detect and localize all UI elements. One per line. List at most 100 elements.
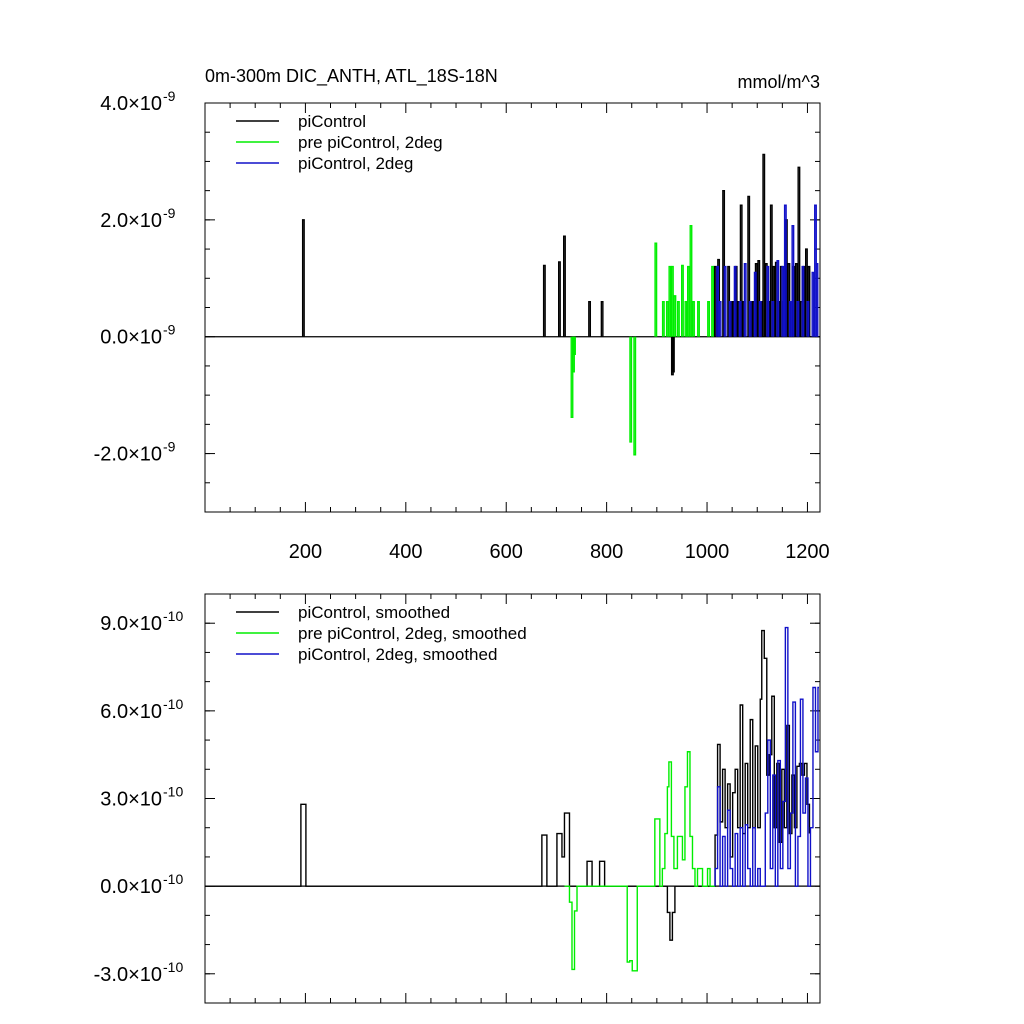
spike [671,336,675,373]
series-picontrol-smoothed [205,629,811,941]
series-line [205,629,811,941]
legend-label: piControl, 2deg [298,154,413,173]
spike [654,242,658,337]
spike [563,235,566,337]
series-pre-picontrol-2deg-smoothed [564,751,716,972]
legend-entry-picontrol: piControl [236,112,366,131]
spike [771,300,775,337]
spike [796,300,800,337]
spike [588,300,592,337]
spike [661,300,665,337]
spike [776,260,780,337]
y-tick-label-exponent: -10 [163,784,183,800]
spike [570,336,574,419]
spike [733,265,737,337]
spike [762,153,766,337]
spike [670,265,674,337]
y-tick-label: 4.0×10 [100,93,162,115]
chart-units: mmol/m^3 [738,72,820,92]
legend: piControl pre piControl, 2deg piControl,… [236,112,443,173]
spike [787,262,791,337]
spike [743,262,747,337]
legend-entry-picontrol-2deg-smoothed: piControl, 2deg, smoothed [236,645,497,664]
spike [716,265,720,337]
spike [687,265,690,337]
spike [573,336,576,355]
spike [689,225,693,337]
legend-entry-picontrol-smoothed: piControl, smoothed [236,603,450,622]
spike [794,262,798,337]
y-tick-label-exponent: -9 [163,322,176,338]
spike [692,300,695,337]
spike [600,300,604,337]
y-tick-label-exponent: -10 [163,871,183,887]
spike [723,265,727,337]
chart-title: 0m-300m DIC_ANTH, ATL_18S-18N [205,66,498,87]
x-tick-label: 400 [389,541,422,563]
y-tick-label: 6.0×10 [100,701,162,723]
y-tick-label: -3.0×10 [94,964,162,986]
y-tick-label: 0.0×10 [100,876,162,898]
y-tick-label-exponent: -9 [163,205,176,221]
spike [815,262,819,337]
spike [811,271,815,337]
spike [629,336,633,443]
spike [665,300,669,337]
spike [722,189,726,337]
spike [753,271,757,337]
legend: piControl, smoothed pre piControl, 2deg,… [236,603,527,664]
legend-entry-pre-picontrol-2deg: pre piControl, 2deg [236,133,443,152]
spike [801,265,805,337]
legend-label: pre piControl, 2deg [298,133,443,152]
y-tick-label: 3.0×10 [100,789,162,811]
spike [738,300,742,337]
spike [791,225,795,337]
series-line [564,751,716,972]
spike [783,204,787,337]
series-pre-picontrol-2deg [570,225,715,456]
y-tick-label-exponent: -9 [163,439,176,455]
spike [766,265,770,337]
spike [676,300,680,337]
spike [781,265,785,337]
bottom-panel: piControl, smoothed pre piControl, 2deg,… [94,593,821,1004]
spike [713,265,717,337]
y-tick-label: 9.0×10 [100,613,162,635]
y-tick-label: 2.0×10 [100,210,162,232]
legend-label: piControl, 2deg, smoothed [298,645,497,664]
y-tick-label-exponent: -10 [163,608,183,624]
y-tick-label: 0.0×10 [100,327,162,349]
series-line [714,626,819,887]
spike [797,166,801,337]
spike [557,261,561,337]
spike [758,300,762,337]
spike [707,300,710,337]
spike [804,248,808,337]
y-tick-label-exponent: -10 [163,959,183,975]
spike [748,300,752,337]
spike [711,265,715,337]
y-tick-label: -2.0×10 [94,444,162,466]
spike [668,265,672,337]
spike [728,300,732,337]
x-tick-label: 200 [289,541,322,563]
spike [680,264,684,337]
series-picontrol-2deg-smoothed [714,626,819,887]
spike [673,295,677,337]
spike [684,300,688,337]
x-tick-label: 1200 [785,541,830,563]
x-tick-label: 600 [490,541,523,563]
series-picontrol-2deg [716,204,819,337]
legend-label: piControl [298,112,366,131]
y-tick-label-exponent: -9 [163,88,176,104]
legend-label: piControl, smoothed [298,603,450,622]
spike [769,204,773,337]
y-tick-label-exponent: -10 [163,696,183,712]
spike [788,300,792,337]
x-tick-label: 1000 [685,541,730,563]
spike [542,264,546,337]
spike [697,300,700,337]
legend-label: pre piControl, 2deg, smoothed [298,624,527,643]
spike [747,195,751,337]
